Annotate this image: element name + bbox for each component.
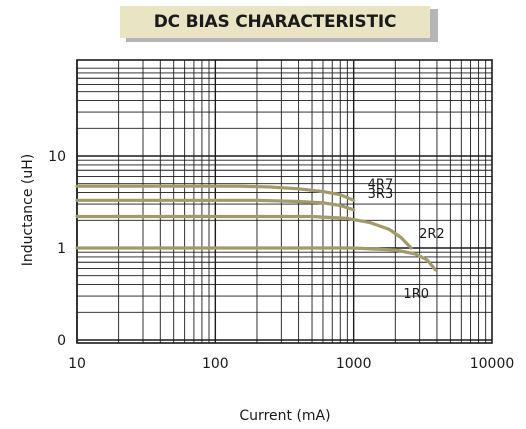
series-label-3R3: 3R3	[368, 187, 394, 202]
x-tick-label: 10	[68, 356, 86, 372]
series-line-3R3	[75, 198, 356, 212]
series-lines	[75, 184, 437, 272]
series-line-4R7	[75, 184, 356, 202]
series-label-4R7: 4R7	[368, 177, 394, 192]
series-line-2R2	[75, 214, 413, 250]
series-label-2R2: 2R2	[419, 227, 445, 242]
x-tick-label: 10000	[470, 356, 515, 372]
series-line-1R0	[75, 246, 437, 272]
series-label-1R0: 1R0	[403, 287, 429, 302]
x-tick-label: 1000	[336, 356, 372, 372]
y-axis-label: Inductance (uH)	[20, 154, 36, 267]
x-tick-label: 100	[202, 356, 229, 372]
chart-title: DC BIAS CHARACTERISTIC	[120, 6, 430, 38]
y-tick-label: 10	[48, 149, 66, 165]
y-tick-label: 0	[57, 333, 66, 349]
x-tick-labels: 10 100 1000 10000	[68, 356, 514, 372]
y-tick-label: 1	[57, 241, 66, 257]
x-axis-label: Current (mA)	[239, 408, 330, 424]
